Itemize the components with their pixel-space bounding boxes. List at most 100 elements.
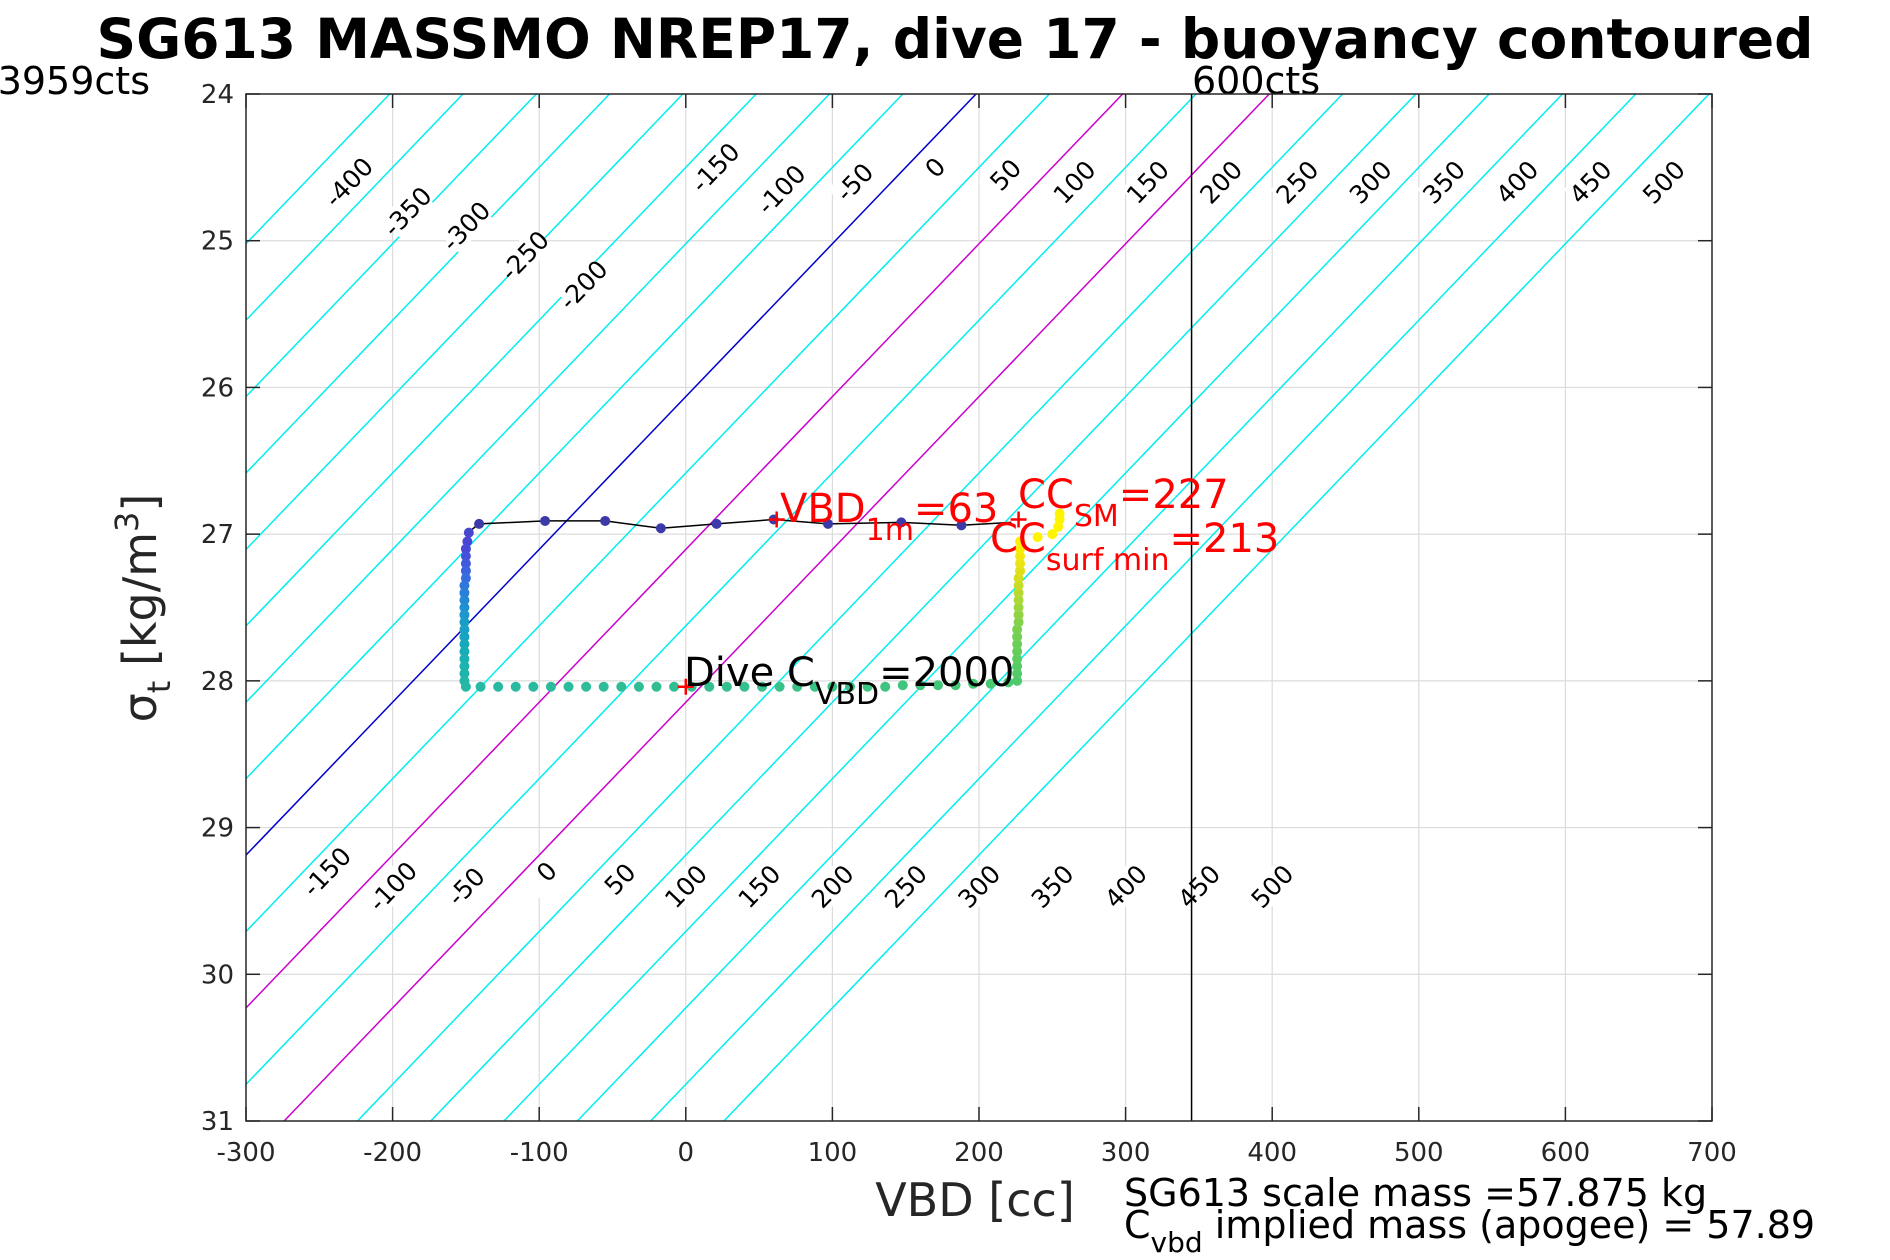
contour-label-bg [380,184,434,239]
data-point [862,681,873,692]
contour-line [283,94,1270,1121]
data-point [459,631,470,642]
y-axis-label-sigma: σ [113,693,167,722]
contour-line [246,94,464,322]
y-tick-label: 30 [201,960,234,990]
contour-line [430,94,1417,1121]
contour-label-bg [519,844,574,899]
data-point [1013,609,1024,620]
marker-layer [677,511,1027,695]
data-point [1013,580,1024,591]
cc-surf-min-value: =213 [1170,516,1280,562]
cc-sm-value: =227 [1119,472,1229,518]
contour-line [246,94,1050,933]
data-point [1012,668,1023,679]
data-point [545,681,556,692]
data-point [704,681,715,692]
data-point [459,587,470,598]
x-tick-label: 0 [678,1138,695,1168]
contour-label-bg [1120,155,1175,210]
contour-label-bg [1047,155,1102,210]
dive-cvbd-annotation: Dive CVBD=2000 [684,650,1014,712]
y-tick-label: 31 [201,1107,234,1137]
contour-label-bg [1343,155,1398,210]
y-tick-label: 25 [201,227,234,257]
data-point [809,681,820,692]
data-point [711,518,722,529]
data-point [1013,595,1024,606]
contour-label-bg [593,851,647,906]
vbd-1m-annotation: VBD1m=63 [780,486,998,548]
dive-cvbd-main: Dive C [684,650,815,696]
contour-label-bg [978,147,1033,202]
contour-label-bg [1245,859,1299,914]
contour-line [246,94,831,704]
data-point [459,653,470,664]
x-tick-label: 100 [808,1138,858,1168]
data-point [459,639,470,650]
contour-label-bg [365,859,420,914]
data-point [1015,536,1026,547]
data-point [600,515,611,526]
contour-label-bg [688,140,742,195]
data-point [827,681,838,692]
footer-implied-mass-rest: implied mass (apogee) = 57.89 [1203,1203,1815,1247]
contour-line [246,94,1124,1009]
data-point [651,681,662,692]
contour-label-bg [908,140,962,195]
contour-line [246,94,904,780]
data-point [459,646,470,657]
data-point [459,661,470,672]
contour-line [246,94,1197,1086]
data-point [459,602,470,613]
data-point [475,681,486,692]
contour-label-bg [439,859,493,914]
data-point [1047,529,1058,540]
data-point [1012,631,1023,642]
data-point [474,518,485,529]
data-point [540,515,551,526]
vbd-1m-sub: 1m [866,513,914,548]
dive-cvbd-value: =2000 [879,650,1014,696]
contour-label-bg [1490,155,1544,210]
contour-label-bg [1270,155,1324,210]
contour-label-bg [299,844,354,899]
contour-label-bg [556,257,610,312]
dive-cvbd-sub: VBD [815,677,879,712]
cc-surf-min-main: CC [990,516,1046,562]
tick-layer: -300 -200 -100 0 100 200 300 400 500 600 700 24 25 26… [201,80,1737,1168]
contour-label-bg [659,859,713,914]
data-point [459,595,470,606]
y-axis-label-close: ] [113,494,167,512]
data-point [1003,677,1014,688]
contour-label-bg [732,859,786,914]
footer-scale-mass: SG613 scale mass =57.875 kg [1124,1171,1707,1215]
data-point [459,668,470,679]
contour-label-bg [1194,155,1248,210]
contour-line [576,94,1564,1121]
left-counts-label: 3959cts [0,59,150,103]
right-counts-label: 600cts [1192,59,1320,103]
data-point [616,681,627,692]
cc-sm-annotation: CCSM=227 [1018,472,1229,534]
data-point [1013,617,1024,628]
cc-surf-min-sub: surf min [1046,543,1170,578]
data-point [459,580,470,591]
data-point [757,681,768,692]
contour-label-bg [952,859,1006,914]
data-point [739,681,750,692]
data-point [1015,565,1026,576]
data-point [1015,558,1026,569]
y-axis-label-sub: t [140,681,178,694]
y-axis-label-sup: 3 [108,512,146,532]
data-point [880,681,891,692]
data-point [721,681,732,692]
x-tick-label: 200 [954,1138,1004,1168]
data-point [823,518,834,529]
contour-label-bg [827,155,882,210]
data-point [1012,639,1023,650]
points-layer [459,508,1065,692]
y-tick-label: 26 [201,373,234,403]
data-point [774,681,785,692]
data-point [1012,675,1023,686]
